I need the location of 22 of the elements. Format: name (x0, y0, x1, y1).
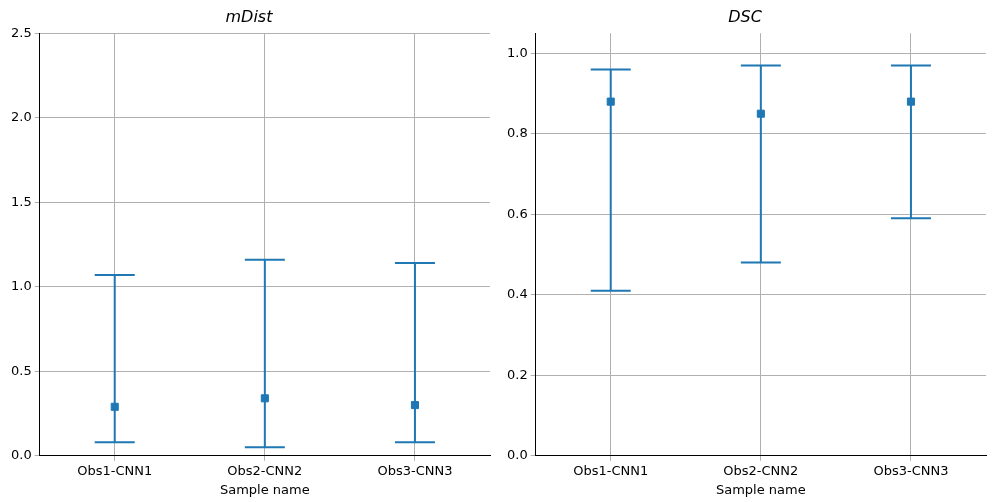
chart-title: DSC (728, 6, 763, 26)
x-axis-title: Sample name (715, 481, 806, 497)
y-tick-label: 2.5 (10, 24, 32, 40)
y-tick-label: 1.5 (10, 193, 32, 209)
y-tick-label: 0.8 (506, 125, 528, 141)
y-tick-label: 0.6 (506, 205, 528, 221)
x-tick-label: Obs3-CNN3 (377, 462, 453, 478)
x-tick-label: Obs2-CNN2 (723, 462, 799, 478)
y-tick-label: 0.0 (506, 447, 528, 463)
y-tick-label: 1.0 (10, 278, 32, 294)
y-tick-label: 1.0 (506, 44, 528, 60)
x-axis-title: Sample name (219, 481, 310, 497)
x-tick-label: Obs1-CNN1 (77, 462, 153, 478)
y-tick-label: 0.2 (506, 366, 528, 382)
y-tick-label: 2.0 (10, 109, 32, 125)
x-tick-label: Obs2-CNN2 (227, 462, 303, 478)
y-tick-label: 0.5 (10, 362, 32, 378)
x-tick-label: Obs1-CNN1 (573, 462, 649, 478)
x-tick-label: Obs3-CNN3 (873, 462, 949, 478)
y-tick-label: 0.0 (10, 447, 32, 463)
y-tick-label: 0.4 (506, 286, 528, 302)
chart-title: mDist (225, 6, 274, 26)
